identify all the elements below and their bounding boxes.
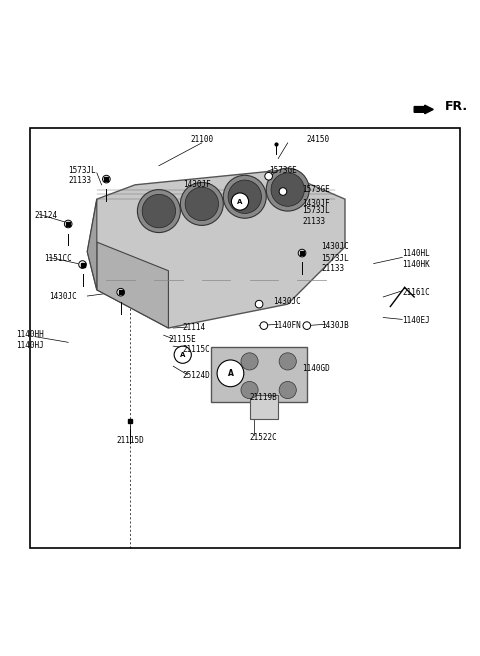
Text: 21114: 21114 xyxy=(183,323,206,333)
Circle shape xyxy=(217,360,244,386)
Bar xyxy=(30,127,459,548)
Circle shape xyxy=(279,188,287,195)
Circle shape xyxy=(174,346,192,363)
Circle shape xyxy=(180,182,223,226)
Circle shape xyxy=(241,381,258,399)
Text: 21115E: 21115E xyxy=(168,335,196,344)
Text: 1430JF: 1430JF xyxy=(183,180,211,190)
Circle shape xyxy=(137,190,180,233)
Text: 1140EJ: 1140EJ xyxy=(402,316,430,325)
Text: 1430JC: 1430JC xyxy=(274,297,301,306)
Text: 1430JF: 1430JF xyxy=(302,199,330,209)
Circle shape xyxy=(279,353,296,370)
Circle shape xyxy=(117,289,124,296)
Text: 1573JL
21133: 1573JL 21133 xyxy=(302,206,330,226)
Circle shape xyxy=(255,300,263,308)
Text: A: A xyxy=(237,199,243,205)
Polygon shape xyxy=(211,347,307,402)
FancyArrow shape xyxy=(414,105,433,113)
Text: 1140HL
1140HK: 1140HL 1140HK xyxy=(402,249,430,268)
Circle shape xyxy=(271,173,304,206)
Text: 1573JL
21133: 1573JL 21133 xyxy=(68,165,96,185)
Text: 1140GD: 1140GD xyxy=(302,364,330,373)
Text: 1140FN: 1140FN xyxy=(274,321,301,330)
Circle shape xyxy=(223,175,266,218)
Text: 1573GE: 1573GE xyxy=(302,185,330,194)
Circle shape xyxy=(103,175,110,183)
Text: 25124D: 25124D xyxy=(183,371,211,380)
Circle shape xyxy=(279,381,296,399)
Text: 24150: 24150 xyxy=(307,135,330,144)
Circle shape xyxy=(241,353,258,370)
Text: 21124: 21124 xyxy=(35,211,58,220)
Circle shape xyxy=(231,193,249,210)
Bar xyxy=(250,395,278,419)
Circle shape xyxy=(185,187,218,220)
Text: 1430JC: 1430JC xyxy=(49,293,77,302)
Circle shape xyxy=(260,322,268,329)
Text: 1573GE: 1573GE xyxy=(269,166,296,175)
Text: 21161C: 21161C xyxy=(402,288,430,297)
Circle shape xyxy=(265,173,273,180)
Circle shape xyxy=(64,220,72,228)
Text: 1573JL
21133: 1573JL 21133 xyxy=(321,254,349,274)
Text: 1140HH
1140HJ: 1140HH 1140HJ xyxy=(16,330,44,350)
Text: 21115C: 21115C xyxy=(183,345,211,354)
Text: 1151CC: 1151CC xyxy=(44,255,72,263)
Circle shape xyxy=(142,194,176,228)
Circle shape xyxy=(303,322,311,329)
Text: 21522C: 21522C xyxy=(250,433,277,442)
Text: 1430JC: 1430JC xyxy=(321,242,349,251)
Text: 1430JB: 1430JB xyxy=(321,321,349,330)
Text: FR.: FR. xyxy=(445,100,468,113)
Polygon shape xyxy=(87,171,345,328)
Circle shape xyxy=(79,260,86,268)
Text: A: A xyxy=(228,369,233,378)
Text: A: A xyxy=(180,352,185,358)
Circle shape xyxy=(228,180,262,213)
Text: 21100: 21100 xyxy=(190,135,214,144)
Polygon shape xyxy=(87,199,97,290)
Circle shape xyxy=(298,249,306,257)
Text: 21119B: 21119B xyxy=(250,393,277,401)
Text: 21115D: 21115D xyxy=(116,436,144,445)
Polygon shape xyxy=(97,242,168,328)
Circle shape xyxy=(266,168,309,211)
